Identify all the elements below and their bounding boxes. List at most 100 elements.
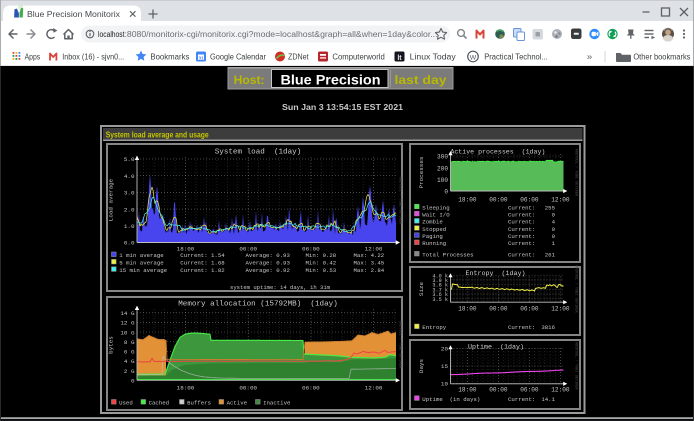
svg-text:Apps: Apps	[25, 53, 41, 62]
svg-text:Stopped: Stopped	[422, 226, 446, 233]
svg-text:Other bookmarks: Other bookmarks	[633, 53, 690, 62]
svg-text:Average: 0.92: Average: 0.92	[246, 267, 291, 274]
svg-text:14.1: 14.1	[541, 396, 555, 403]
svg-text:0: 0	[552, 226, 556, 233]
svg-text:3.5 k: 3.5 k	[432, 297, 448, 303]
svg-text:12:00: 12:00	[365, 385, 383, 392]
svg-text:Max: 2.84: Max: 2.84	[354, 267, 385, 274]
svg-text:Blue Precision: Blue Precision	[281, 73, 381, 88]
svg-text:Bookmarks: Bookmarks	[150, 53, 189, 62]
svg-text:Active: Active	[227, 400, 248, 407]
svg-text:Cached: Cached	[149, 400, 169, 407]
svg-text:Processes: Processes	[418, 156, 425, 188]
svg-text:Min: 0.28: Min: 0.28	[306, 252, 337, 259]
svg-text:4.0: 4.0	[124, 173, 135, 180]
svg-text:0: 0	[131, 378, 135, 385]
svg-text:Linux Today: Linux Today	[410, 53, 456, 62]
svg-text:Memory allocation (15792MB) (: Memory allocation (15792MB) (1day)	[178, 301, 338, 309]
svg-text:18:00: 18:00	[177, 246, 195, 253]
svg-text:bytes: bytes	[108, 336, 115, 354]
svg-text:20: 20	[441, 346, 449, 353]
svg-text:Size: Size	[418, 281, 425, 296]
svg-text:06:00: 06:00	[520, 387, 539, 394]
svg-text:Current:: Current:	[508, 240, 535, 247]
svg-text:Current:: Current:	[508, 219, 535, 226]
svg-text:100: 100	[437, 177, 448, 184]
svg-text:Computerworld: Computerworld	[332, 53, 384, 62]
svg-text:Blue Precision Monitorix: Blue Precision Monitorix	[27, 10, 120, 19]
svg-text:Current: 1.54: Current: 1.54	[180, 252, 225, 259]
svg-text:00:00: 00:00	[489, 197, 508, 204]
svg-text:10: 10	[441, 381, 449, 388]
svg-text:Total Processes: Total Processes	[422, 252, 473, 259]
svg-text:18:00: 18:00	[458, 197, 477, 204]
svg-text:Uptime (in days): Uptime (in days)	[422, 396, 480, 403]
svg-text:Host:: Host:	[234, 74, 265, 87]
svg-text:Current:: Current:	[508, 396, 535, 403]
svg-text:3.9 k: 3.9 k	[432, 278, 448, 284]
svg-text:ZDNet: ZDNet	[288, 53, 309, 62]
svg-text:31: 31	[198, 55, 204, 60]
svg-text:15 min average: 15 min average	[119, 267, 167, 274]
svg-text::8080/monitorix-cgi/monitorix.: :8080/monitorix-cgi/monitorix.cgi?mode=l…	[125, 30, 438, 39]
svg-text:1 min average: 1 min average	[119, 252, 164, 259]
svg-text:RRDTOOL / TOBI OETIKER: RRDTOOL / TOBI OETIKER	[398, 177, 403, 225]
svg-text:Entropy (1day): Entropy (1day)	[466, 270, 526, 278]
svg-text:Google Calendar: Google Calendar	[210, 53, 266, 62]
svg-text:4: 4	[552, 219, 556, 226]
svg-text:Days: Days	[418, 358, 425, 373]
svg-text:06:00: 06:00	[520, 197, 539, 204]
svg-text:2 G: 2 G	[124, 368, 135, 375]
svg-text:Max: 4.22: Max: 4.22	[354, 252, 385, 259]
svg-text:300: 300	[437, 154, 448, 161]
svg-text:Active processes (1day): Active processes (1day)	[450, 148, 545, 156]
svg-text:12:00: 12:00	[551, 197, 570, 204]
svg-text:RRDTOOL / TOBI OETIKER: RRDTOOL / TOBI OETIKER	[574, 265, 579, 313]
svg-text:Practical Technol...: Practical Technol...	[484, 53, 548, 62]
svg-text:2.0: 2.0	[124, 206, 135, 213]
svg-text:Min: 0.42: Min: 0.42	[306, 260, 337, 267]
svg-text:Sun Jan 3 13:54:15 EST 2021: Sun Jan 3 13:54:15 EST 2021	[282, 102, 403, 112]
svg-text:4.0 k: 4.0 k	[432, 273, 448, 279]
svg-text:12 G: 12 G	[120, 320, 135, 327]
svg-text:3.8 k: 3.8 k	[432, 283, 448, 289]
svg-text:1: 1	[552, 240, 556, 247]
svg-text:10 G: 10 G	[120, 329, 135, 336]
svg-text:18:00: 18:00	[458, 305, 477, 312]
svg-text:Current: 1.82: Current: 1.82	[180, 267, 225, 274]
svg-text:5 min average: 5 min average	[119, 260, 164, 267]
svg-text:00:00: 00:00	[489, 305, 508, 312]
svg-text:18:00: 18:00	[458, 387, 477, 394]
svg-text:Average: 0.93: Average: 0.93	[246, 252, 291, 259]
svg-text:Inbox (16) - sjvn0...: Inbox (16) - sjvn0...	[62, 53, 124, 62]
svg-text:last day: last day	[395, 74, 448, 87]
svg-text:Average: 0.93: Average: 0.93	[246, 260, 291, 267]
svg-text:4 G: 4 G	[124, 358, 135, 365]
svg-text:15: 15	[441, 363, 449, 370]
svg-text:Running: Running	[422, 240, 446, 247]
svg-text:3.0: 3.0	[124, 190, 135, 197]
svg-text:Current:: Current:	[508, 252, 535, 259]
svg-text:3.6 k: 3.6 k	[432, 292, 448, 298]
svg-text:0.0: 0.0	[124, 240, 135, 247]
svg-text:Used: Used	[119, 400, 133, 407]
svg-text:Max: 3.45: Max: 3.45	[354, 260, 385, 267]
svg-text:12:00: 12:00	[551, 305, 570, 312]
svg-text:Inactive: Inactive	[263, 400, 291, 407]
svg-text:Current: 1.68: Current: 1.68	[180, 260, 225, 267]
svg-text:localhost: localhost	[98, 30, 125, 39]
svg-text:Current:: Current:	[508, 324, 535, 331]
svg-text:Current:: Current:	[508, 204, 535, 211]
svg-text:System load (1day): System load (1day)	[215, 149, 302, 157]
svg-text:Min: 0.53: Min: 0.53	[306, 267, 337, 274]
svg-text:1.0: 1.0	[124, 223, 135, 230]
svg-text:RRDTOOL / TOBI OETIKER: RRDTOOL / TOBI OETIKER	[398, 321, 403, 369]
svg-text:06:00: 06:00	[302, 385, 320, 392]
svg-text:00:00: 00:00	[239, 385, 257, 392]
svg-text:RRDTOOL / TOBI OETIKER: RRDTOOL / TOBI OETIKER	[574, 342, 579, 390]
svg-text:18:00: 18:00	[177, 385, 195, 392]
svg-text:06:00: 06:00	[520, 305, 539, 312]
svg-text:System load average and usage: System load average and usage	[106, 130, 209, 139]
svg-text:Load average: Load average	[108, 178, 115, 221]
svg-text:8 G: 8 G	[124, 339, 135, 346]
